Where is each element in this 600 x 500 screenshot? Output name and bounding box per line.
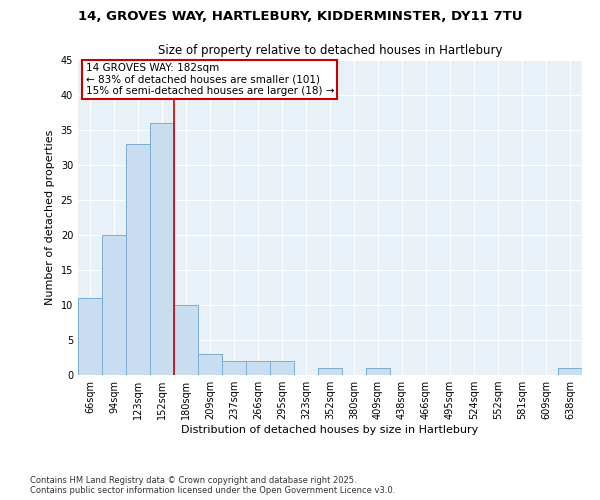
Bar bbox=[126, 144, 150, 375]
Bar bbox=[174, 305, 198, 375]
X-axis label: Distribution of detached houses by size in Hartlebury: Distribution of detached houses by size … bbox=[181, 425, 479, 435]
Bar bbox=[558, 368, 582, 375]
Bar bbox=[318, 368, 342, 375]
Bar bbox=[222, 361, 246, 375]
Bar bbox=[198, 354, 222, 375]
Text: Contains HM Land Registry data © Crown copyright and database right 2025.
Contai: Contains HM Land Registry data © Crown c… bbox=[30, 476, 395, 495]
Bar bbox=[246, 361, 270, 375]
Bar bbox=[150, 123, 174, 375]
Bar bbox=[102, 235, 126, 375]
Bar bbox=[78, 298, 102, 375]
Text: 14, GROVES WAY, HARTLEBURY, KIDDERMINSTER, DY11 7TU: 14, GROVES WAY, HARTLEBURY, KIDDERMINSTE… bbox=[78, 10, 522, 23]
Bar bbox=[366, 368, 390, 375]
Title: Size of property relative to detached houses in Hartlebury: Size of property relative to detached ho… bbox=[158, 44, 502, 58]
Y-axis label: Number of detached properties: Number of detached properties bbox=[45, 130, 55, 305]
Bar bbox=[270, 361, 294, 375]
Text: 14 GROVES WAY: 182sqm
← 83% of detached houses are smaller (101)
15% of semi-det: 14 GROVES WAY: 182sqm ← 83% of detached … bbox=[86, 63, 334, 96]
